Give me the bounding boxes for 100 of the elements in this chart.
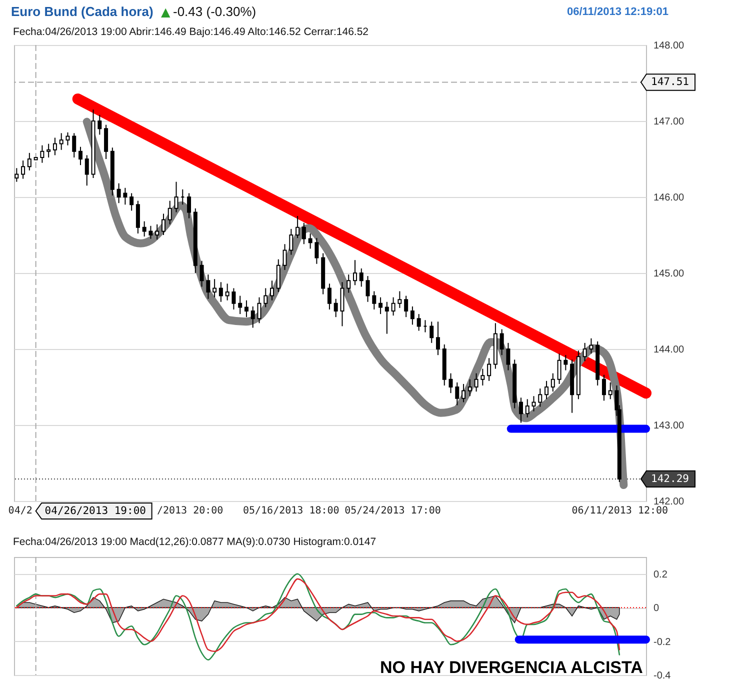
candlestick [455,382,460,406]
x-tick-label: 06/11/2013 12:00 [572,506,668,516]
candlestick [436,321,440,356]
candlestick [468,378,472,397]
candlestick [372,290,376,310]
candlestick [200,260,204,288]
y-tick-label: 142.00 [654,496,685,508]
candlestick [72,132,76,158]
candlestick [27,152,32,171]
y-tick-label: 0.2 [654,569,668,580]
candlestick [116,182,121,204]
candlestick [404,295,408,318]
candlestick [474,372,478,392]
candlestick [544,380,549,400]
candlestick [148,225,153,240]
x-tick-label: /2013 20:00 [156,506,224,516]
candlestick [238,295,242,315]
candlestick [557,353,562,384]
text: Fecha:04/26/2013 19:00 Abrir:146.49 Bajo:146.49 Alto:146.52 Cerrar:146.52 [13,26,369,38]
chart-subtitle: ▲ -0.43 (-0.30%) [161,4,256,19]
candlestick [327,283,332,310]
candlestick [187,192,192,219]
candlestick [525,398,530,418]
candlestick [500,328,504,356]
candlestick [608,382,612,400]
candlestick [353,260,358,286]
x-tick-label: 05/24/2013 17:00 [344,506,441,516]
candlestick [384,301,389,334]
y-tick-label: 0 [654,603,660,614]
candlestick [398,290,402,308]
candlestick [334,298,338,318]
candlestick [250,306,255,328]
y-tick-label: 146.00 [654,192,685,204]
candlestick [430,321,434,344]
candlestick [161,213,166,236]
candlestick [66,132,70,146]
candlestick [270,280,274,301]
candlestick [289,228,294,256]
candlestick [123,187,128,206]
candlestick [564,354,568,371]
ref-line-label: 04/26/2013 19:00 [44,505,146,517]
candlestick [487,358,492,382]
candlestick [340,282,344,327]
candlestick [589,338,594,354]
candlestick [378,296,383,315]
candlestick [462,383,466,403]
candlestick [218,282,223,302]
candlestick [52,137,57,156]
y-tick-label: -0.2 [654,636,672,648]
y-tick-label: 143.00 [654,420,685,432]
x-tick-label: 05/16/2013 18:00 [242,506,340,516]
candlestick [59,132,64,150]
candlestick [416,314,421,332]
candlestick [282,244,287,270]
candlestick [602,374,606,402]
candlestick [532,396,536,412]
ref-line-label: 142.29 [651,472,689,485]
candlestick [582,342,587,362]
text: 06/11/2013 12:19:01 [567,6,669,18]
y-tick-label: 144.00 [654,344,685,356]
candlestick [46,143,51,158]
y-tick-label: 147.00 [654,116,685,128]
candlestick [130,192,134,212]
chart-title: Euro Bund (Cada hora) [11,4,154,19]
candlestick [302,222,306,245]
x-tick-label: 04/2 [8,506,32,516]
candlestick [391,296,396,316]
candlestick [244,300,248,318]
candlestick [366,276,370,302]
candlestick [225,283,230,301]
candlestick [40,144,44,164]
candlestick [104,124,108,160]
candlestick [359,268,364,288]
candlestick [410,306,414,326]
candlestick [276,258,280,292]
candlestick [480,368,485,386]
candlestick [518,397,523,424]
candlestick [174,181,178,213]
candlestick [232,288,236,310]
candlestick [14,168,19,182]
text: Fecha:04/26/2013 19:00 Macd(12,26):0.0877 MA(9):0.0730 Histogram:0.0147 [13,536,376,548]
candlestick [550,372,555,392]
candlestick [314,238,319,264]
annotation: NO HAY DIVERGENCIA ALCISTA [380,658,643,677]
ref-line-label: 147.51 [651,76,689,88]
candlestick [142,220,146,238]
candlestick [21,160,26,180]
candlestick [257,296,262,324]
candlestick [168,200,172,225]
candlestick [78,146,82,166]
candlestick [308,232,312,250]
candlestick [506,342,510,371]
y-tick-label: 145.00 [654,268,685,280]
candlestick [206,274,210,300]
candlestick [98,114,102,136]
y-tick-label: -0.4 [654,670,672,682]
candlestick [448,372,453,394]
candlestick [346,274,351,294]
candlestick [136,200,140,234]
candlestick [296,216,300,239]
